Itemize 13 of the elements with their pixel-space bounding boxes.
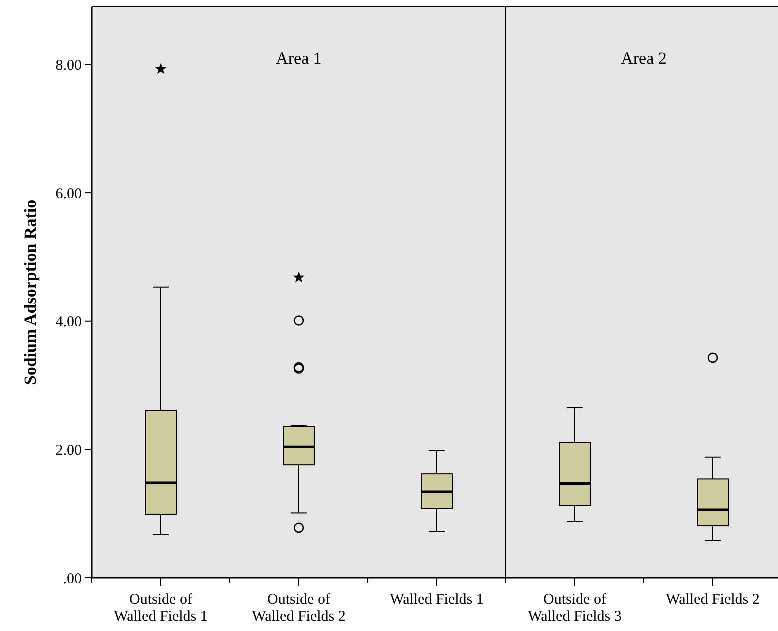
y-tick-label: 6.00 [56,186,82,202]
text: Area 2 [621,49,667,68]
x-tick-label: Outside of Walled Fields 1 [114,592,208,625]
y-tick-label: 8.00 [56,58,82,74]
y-tick-label: 2.00 [56,442,82,459]
y-tick-label: 4.00 [56,314,82,331]
x-tick-label: Walled Fields 1 [390,592,484,608]
x-tick-label: Walled Fields 2 [666,592,760,608]
y-tick-label: .00 [63,571,82,588]
y-axis-title: Sodium Adsorption Ratio [21,200,40,386]
x-tick-label: Outside of Walled Fields 2 [252,592,346,625]
text: Area 1 [276,49,322,68]
x-tick-label: Outside of Walled Fields 3 [528,592,622,625]
